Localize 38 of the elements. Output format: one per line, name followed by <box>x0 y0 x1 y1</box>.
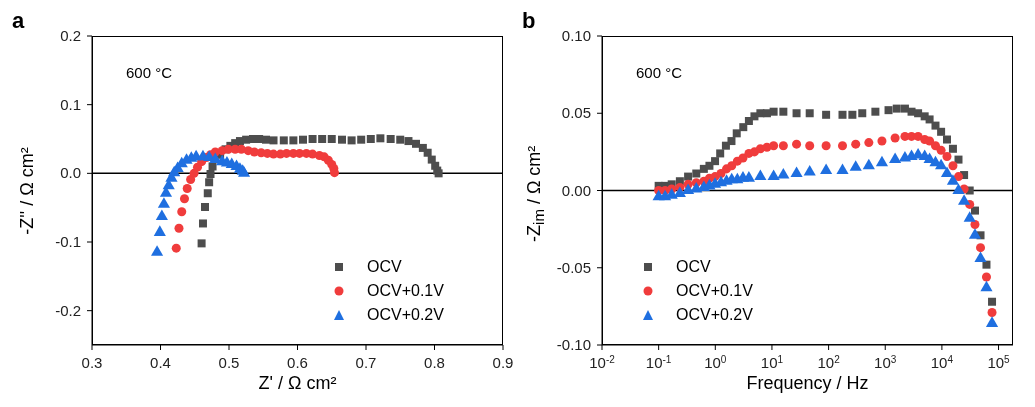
legend-label: OCV <box>367 257 402 277</box>
y-tick-label: -0.05 <box>556 258 591 276</box>
x-tick-label: 0.9 <box>492 354 514 371</box>
chart-title: b <box>522 8 536 34</box>
x-tick-label: 0.7 <box>355 354 377 371</box>
chart-title: a <box>12 8 25 34</box>
x-tick-label: 0.5 <box>218 354 240 371</box>
x-tick-label: 10$^{0}$ <box>704 353 727 371</box>
y-tick-label: -0.2 <box>55 301 81 319</box>
x-tick-label: 10$^{1}$ <box>760 353 784 371</box>
x-axis-title: Frequency / Hz <box>745 373 870 394</box>
x-tick-label: 10$^{4}$ <box>930 353 954 371</box>
annotation: 600 °C <box>126 64 173 81</box>
x-axis-title: Z' / Ω cm² <box>257 373 338 394</box>
y-tick-label: -0.1 <box>55 233 81 250</box>
y-axis-title: -Z'' / Ω cm² <box>15 145 37 237</box>
x-tick-label: 10$^{2}$ <box>817 353 841 371</box>
legend-label: OCV+0.2V <box>367 305 444 325</box>
y-tick-label: 0.1 <box>60 95 81 113</box>
x-tick-label: 0.6 <box>287 354 308 371</box>
x-tick-label: 0.8 <box>424 354 445 371</box>
y-tick-label: -0.10 <box>556 336 591 353</box>
legend-label: OCV <box>676 257 711 277</box>
x-tick-label: 10$^{-1}$ <box>645 353 672 371</box>
y-tick-label: 0.0 <box>60 164 81 182</box>
y-tick-label: 0.2 <box>60 27 81 44</box>
x-tick-label: 10$^{5}$ <box>987 353 1011 371</box>
x-tick-label: 0.4 <box>150 354 171 371</box>
legend-label: OCV+0.1V <box>676 281 753 301</box>
x-tick-label: 0.3 <box>81 354 103 371</box>
y-tick-label: 0.10 <box>561 27 591 44</box>
annotation: 600 °C <box>636 64 683 81</box>
legend-label: OCV+0.1V <box>367 281 444 301</box>
legend-label: OCV+0.2V <box>676 305 753 325</box>
x-tick-label: 10$^{3}$ <box>874 353 897 371</box>
y-tick-label: 0.00 <box>561 181 591 199</box>
x-tick-label: 10$^{-2}$ <box>589 353 616 371</box>
y-tick-label: 0.05 <box>561 104 591 122</box>
